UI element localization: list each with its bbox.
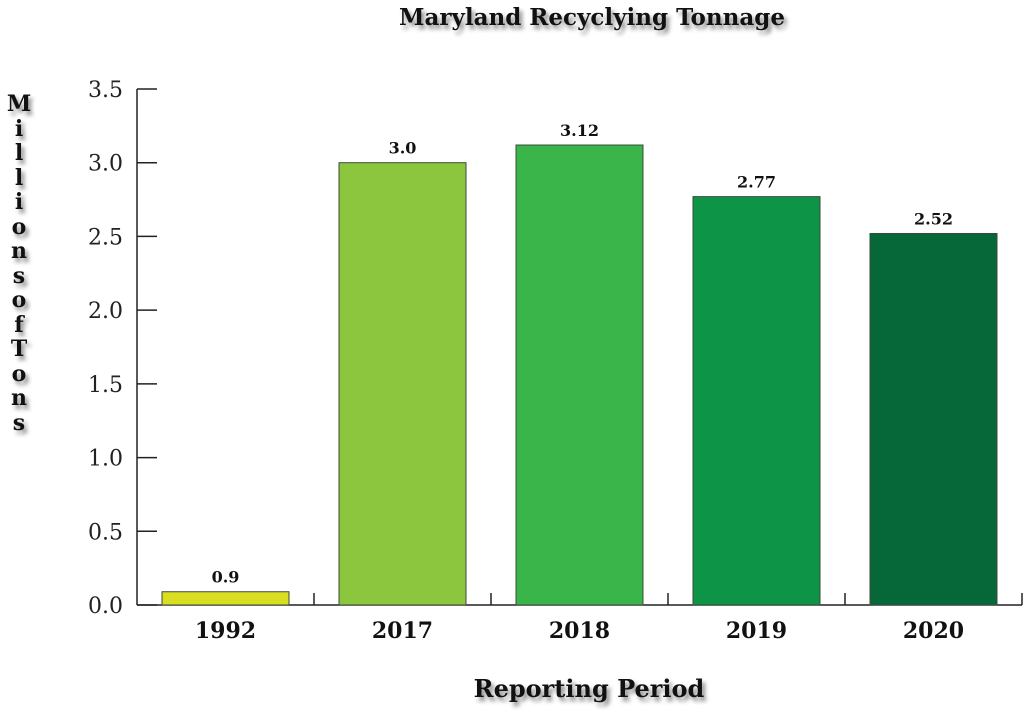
y-axis-label-letter: f bbox=[14, 311, 24, 338]
y-axis-label-letter: o bbox=[11, 287, 27, 313]
data-label-2017: 3.0 bbox=[389, 139, 417, 158]
data-label-2020: 2.52 bbox=[914, 209, 953, 228]
y-tick-label: 3.0 bbox=[88, 152, 123, 177]
data-label-2019: 2.77 bbox=[737, 173, 776, 192]
y-axis-label-letter: o bbox=[11, 360, 27, 387]
bar-1992 bbox=[161, 591, 290, 606]
bar-2018 bbox=[515, 144, 644, 606]
x-tick-label-1992: 1992 bbox=[195, 618, 256, 644]
y-tick-label: 1.0 bbox=[88, 447, 123, 472]
chart-title: Maryland Recyclying Tonnage bbox=[399, 4, 785, 31]
bar-2020 bbox=[869, 232, 998, 606]
y-tick-label: 0.5 bbox=[88, 520, 123, 545]
data-label-1992: 0.9 bbox=[212, 568, 240, 587]
y-tick-label: 0.0 bbox=[88, 594, 123, 619]
y-axis-label-letter: s bbox=[12, 409, 26, 436]
y-axis-label-letter: T bbox=[10, 336, 28, 362]
x-tick-label-2018: 2018 bbox=[549, 618, 610, 644]
y-tick-label: 1.5 bbox=[88, 373, 123, 398]
y-axis-label-letter: o bbox=[11, 213, 27, 240]
x-axis-label: Reporting Period bbox=[473, 674, 705, 703]
y-axis-label-letter: M bbox=[6, 91, 32, 117]
y-tick-label: 2.5 bbox=[88, 225, 123, 250]
y-axis-label-letter: i bbox=[14, 189, 24, 215]
x-tick-label-2017: 2017 bbox=[372, 618, 433, 644]
y-tick-label: 2.0 bbox=[88, 299, 123, 324]
y-axis-label-letter: n bbox=[11, 238, 27, 264]
y-axis-label-letter: s bbox=[12, 262, 26, 289]
y-axis-label-letter: l bbox=[14, 164, 24, 191]
data-label-2018: 3.12 bbox=[560, 121, 599, 140]
y-axis-label-letter: n bbox=[11, 385, 27, 411]
bar-2017 bbox=[338, 162, 467, 606]
y-axis-label-letter: i bbox=[14, 115, 24, 142]
y-axis-label-letter: l bbox=[14, 140, 24, 166]
bar-2019 bbox=[692, 196, 821, 606]
x-tick-label-2019: 2019 bbox=[726, 618, 787, 644]
y-tick-label: 3.5 bbox=[88, 78, 123, 103]
x-tick-label-2020: 2020 bbox=[903, 618, 964, 644]
